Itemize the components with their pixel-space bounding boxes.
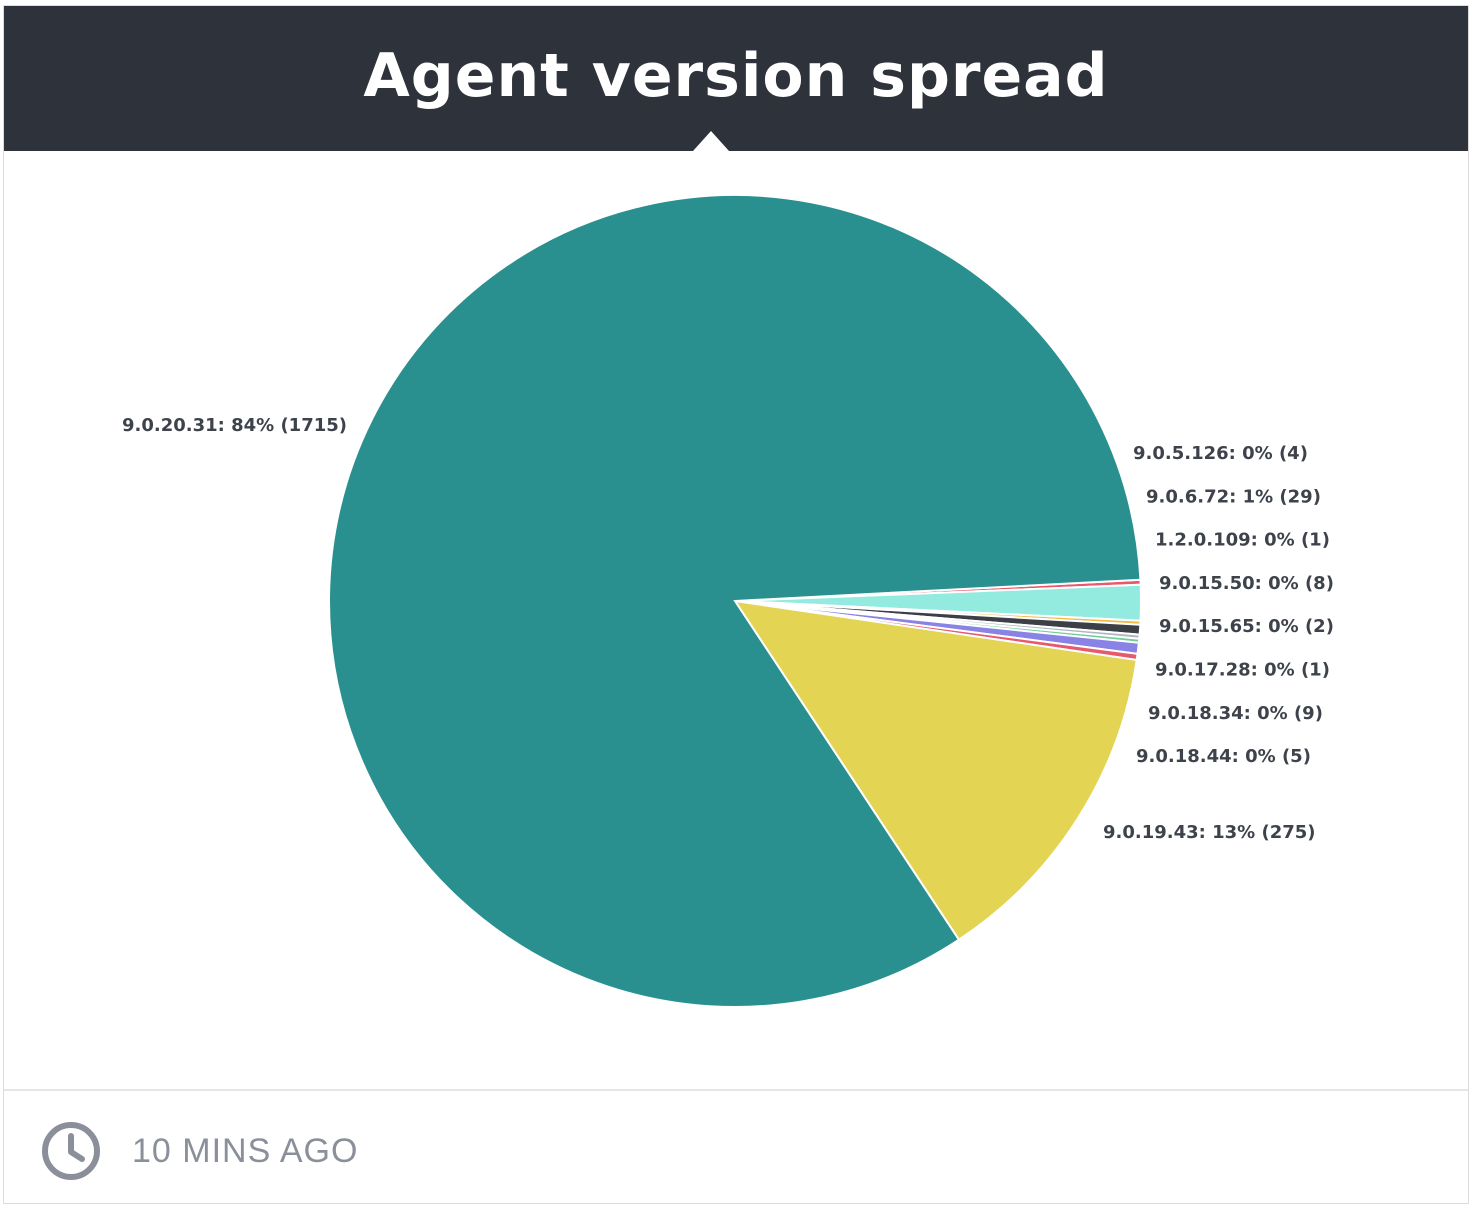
widget-footer: 10 MINS AGO xyxy=(4,1091,1468,1205)
slice-label-9-0-15-50: 9.0.15.50: 0% (8) xyxy=(1159,573,1334,594)
slice-label-9-0-18-34: 9.0.18.34: 0% (9) xyxy=(1148,703,1323,724)
last-updated: 10 MINS AGO xyxy=(132,1132,359,1170)
header-pointer xyxy=(693,131,729,151)
pie-slice-9-0-20-31[interactable] xyxy=(328,194,1142,1008)
widget-title: Agent version spread xyxy=(363,41,1109,111)
slice-label-9-0-6-72: 9.0.6.72: 1% (29) xyxy=(1146,486,1321,507)
slice-label-9-0-19-43: 9.0.19.43: 13% (275) xyxy=(1103,822,1316,843)
slice-label-9-0-20-31: 9.0.20.31: 84% (1715) xyxy=(122,415,347,436)
widget-card: Agent version spread 9.0.5.126: 0% (4) 9.… xyxy=(3,5,1469,1204)
clock-icon xyxy=(42,1122,100,1180)
footer-divider xyxy=(4,1089,1468,1091)
slice-label-9-0-15-65: 9.0.15.65: 0% (2) xyxy=(1159,616,1334,637)
widget-header: Agent version spread xyxy=(4,6,1468,151)
slice-label-1-2-0-109: 1.2.0.109: 0% (1) xyxy=(1155,530,1330,551)
pie-chart: 9.0.5.126: 0% (4) 9.0.6.72: 1% (29) 1.2.0.… xyxy=(122,194,1334,1008)
pie-slice-9-0-19-43[interactable] xyxy=(732,599,1138,942)
slice-label-9-0-5-126: 9.0.5.126: 0% (4) xyxy=(1133,443,1308,464)
slice-label-9-0-17-28: 9.0.17.28: 0% (1) xyxy=(1155,660,1330,681)
slice-label-9-0-18-44: 9.0.18.44: 0% (5) xyxy=(1136,746,1311,767)
